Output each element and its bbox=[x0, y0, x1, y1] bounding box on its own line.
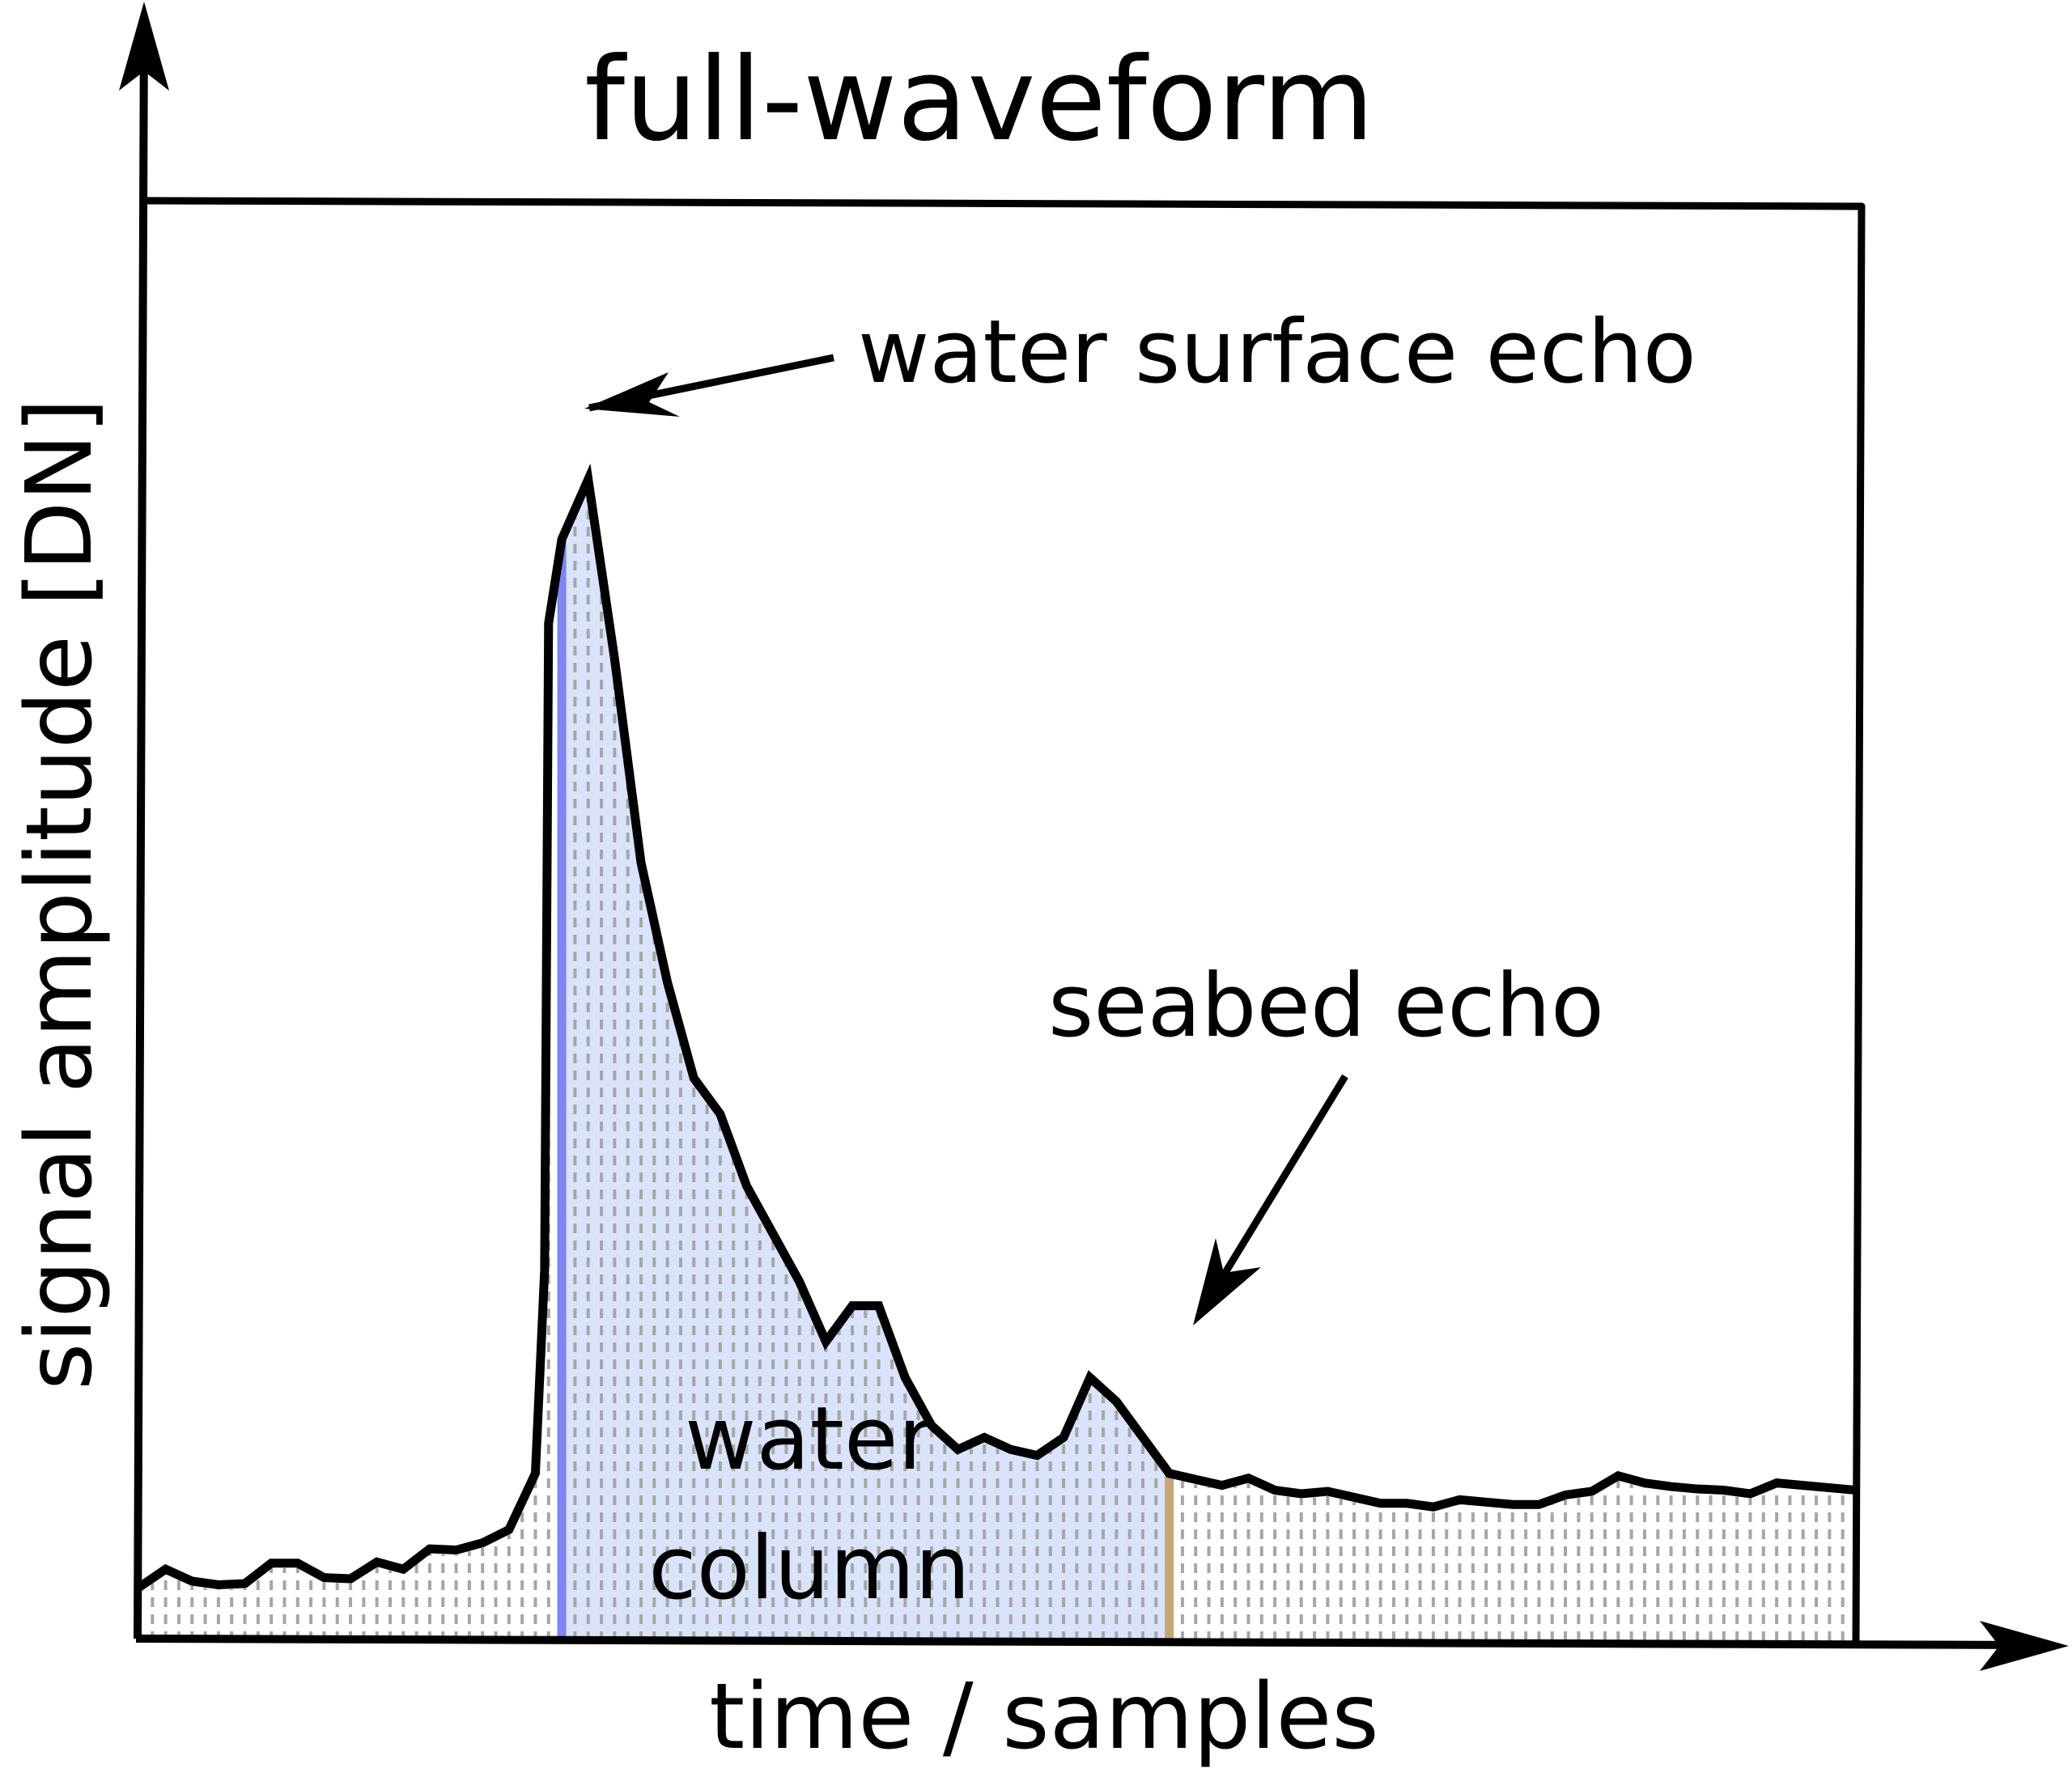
x-axis-arrowhead bbox=[1980, 1621, 2069, 1671]
frame-top-edge bbox=[140, 197, 1866, 210]
water-surface-echo-label: water surface echo bbox=[858, 302, 1696, 403]
y-axis-arrowhead bbox=[119, 2, 169, 91]
diagram-title: full-waveform bbox=[584, 33, 1374, 167]
echo-markers bbox=[557, 539, 1174, 1641]
x-axis-label: time / samples bbox=[709, 1665, 1379, 1770]
y-axis bbox=[134, 15, 148, 1639]
water-column-label-line1: water bbox=[685, 1389, 934, 1490]
seabed-echo-arrowhead bbox=[1193, 1238, 1261, 1325]
water-surface-echo-arrowhead bbox=[584, 372, 680, 417]
x-axis bbox=[135, 1635, 2040, 1649]
waveform-line bbox=[136, 463, 1857, 1591]
y-axis-label: signal amplitude [DN] bbox=[7, 398, 113, 1390]
seabed-echo-arrow bbox=[1199, 1074, 1348, 1313]
water-column-fill-layer bbox=[562, 479, 1170, 1641]
water-column-fill bbox=[562, 479, 1170, 1641]
frame-right-edge bbox=[1852, 202, 1866, 1647]
water-column-label-line2: column bbox=[648, 1518, 970, 1619]
sample-lines bbox=[151, 484, 1845, 1641]
seabed-echo-label: seabed echo bbox=[1048, 956, 1604, 1057]
